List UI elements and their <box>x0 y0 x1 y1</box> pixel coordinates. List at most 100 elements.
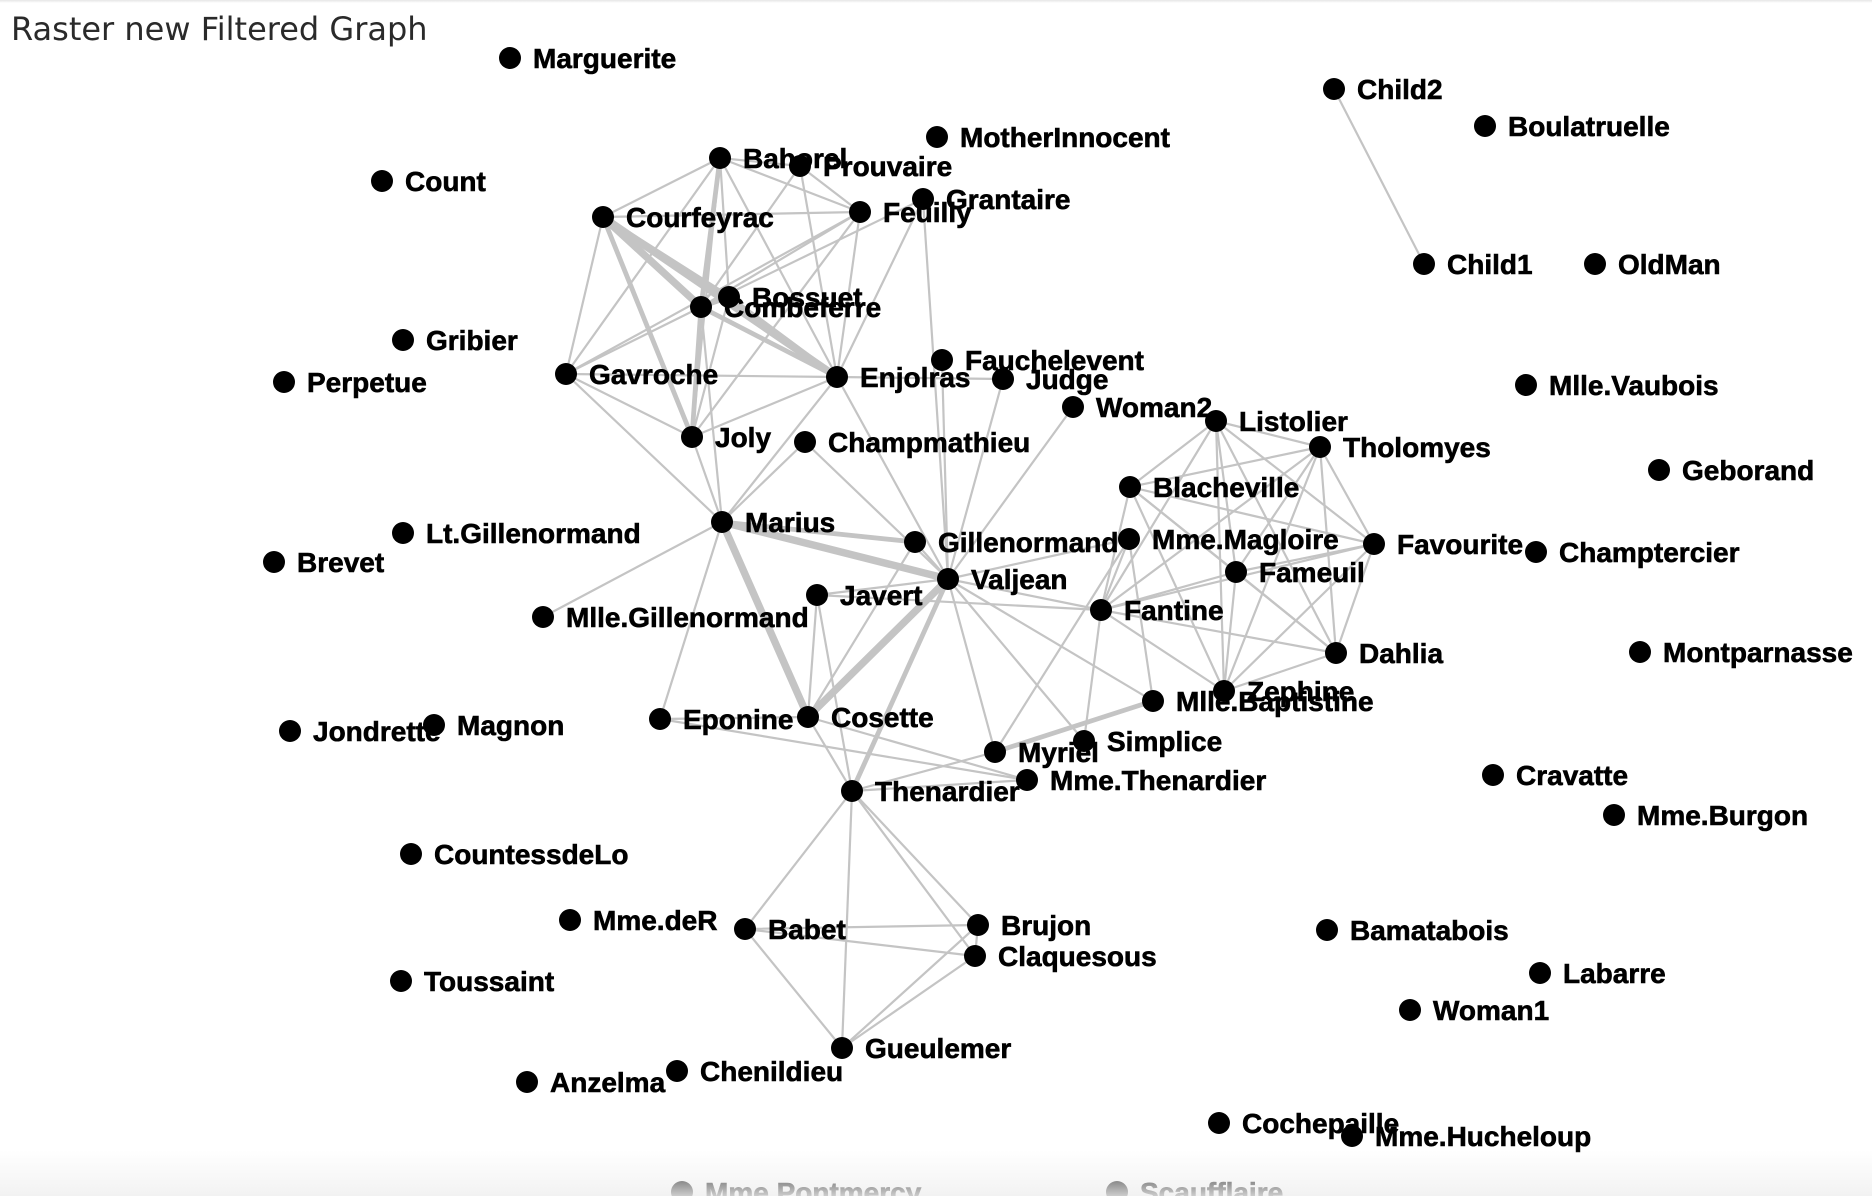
graph-node[interactable]: Mme.Burgon <box>1603 800 1808 831</box>
graph-node[interactable]: Simplice <box>1073 726 1222 757</box>
node-dot[interactable] <box>831 1037 853 1059</box>
node-dot[interactable] <box>671 1181 693 1196</box>
graph-node[interactable]: Bossuet <box>718 282 863 313</box>
node-dot[interactable] <box>1529 962 1551 984</box>
graph-node[interactable]: Scaufflaire <box>1106 1177 1283 1196</box>
graph-node[interactable]: Mlle.Gillenormand <box>532 602 809 633</box>
graph-node[interactable]: Thenardier <box>841 776 1020 807</box>
node-dot[interactable] <box>1142 690 1164 712</box>
graph-node[interactable]: Gavroche <box>555 359 718 390</box>
graph-node[interactable]: Jondrette <box>279 716 441 747</box>
node-dot[interactable] <box>273 371 295 393</box>
graph-node[interactable]: Marius <box>711 507 836 538</box>
node-dot[interactable] <box>1629 641 1651 663</box>
node-dot[interactable] <box>841 780 863 802</box>
graph-node[interactable]: Mlle.Baptistine <box>1142 686 1374 717</box>
graph-node[interactable]: Blacheville <box>1119 472 1300 503</box>
graph-node[interactable]: Mme.deR <box>559 905 718 936</box>
graph-node[interactable]: Woman2 <box>1062 392 1212 423</box>
graph-node[interactable]: Brujon <box>967 910 1092 941</box>
graph-node[interactable]: Mme.Thenardier <box>1016 765 1267 796</box>
graph-node[interactable]: Geborand <box>1648 455 1815 486</box>
node-dot[interactable] <box>1225 561 1247 583</box>
node-dot[interactable] <box>984 741 1006 763</box>
graph-node[interactable]: Brevet <box>263 547 384 578</box>
node-dot[interactable] <box>1482 764 1504 786</box>
node-dot[interactable] <box>1073 730 1095 752</box>
graph-node[interactable]: Combeferre <box>690 292 881 323</box>
graph-node[interactable]: Valjean <box>937 564 1068 595</box>
node-dot[interactable] <box>371 170 393 192</box>
node-dot[interactable] <box>1208 1112 1230 1134</box>
node-dot[interactable] <box>1525 541 1547 563</box>
node-dot[interactable] <box>499 47 521 69</box>
graph-node[interactable]: Prouvaire <box>789 151 952 182</box>
node-dot[interactable] <box>1515 374 1537 396</box>
graph-node[interactable]: Cravatte <box>1482 760 1628 791</box>
node-dot[interactable] <box>1213 680 1235 702</box>
node-dot[interactable] <box>649 708 671 730</box>
node-dot[interactable] <box>559 909 581 931</box>
node-dot[interactable] <box>1363 533 1385 555</box>
node-dot[interactable] <box>711 511 733 533</box>
node-dot[interactable] <box>532 606 554 628</box>
node-dot[interactable] <box>797 706 819 728</box>
graph-node[interactable]: Champmathieu <box>794 427 1031 458</box>
graph-node[interactable]: Marguerite <box>499 43 676 74</box>
graph-node[interactable]: Magnon <box>423 710 565 741</box>
graph-node[interactable]: Montparnasse <box>1629 637 1853 668</box>
node-dot[interactable] <box>1399 999 1421 1021</box>
graph-node[interactable]: Mme.Hucheloup <box>1341 1121 1592 1152</box>
node-dot[interactable] <box>555 363 577 385</box>
graph-node[interactable]: Claquesous <box>964 941 1157 972</box>
graph-node[interactable]: Myriel <box>984 737 1099 768</box>
graph-node[interactable]: Perpetue <box>273 367 427 398</box>
graph-node[interactable]: Lt.Gillenormand <box>392 518 641 549</box>
graph-node[interactable]: Grantaire <box>912 184 1071 215</box>
node-dot[interactable] <box>681 426 703 448</box>
node-dot[interactable] <box>964 945 986 967</box>
node-dot[interactable] <box>400 843 422 865</box>
graph-node[interactable]: Judge <box>992 364 1109 395</box>
node-dot[interactable] <box>1603 804 1625 826</box>
graph-node[interactable]: Cosette <box>797 702 934 733</box>
node-dot[interactable] <box>1323 78 1345 100</box>
graph-node[interactable]: Mme.Pontmercy <box>671 1177 922 1196</box>
node-dot[interactable] <box>806 584 828 606</box>
node-dot[interactable] <box>1648 459 1670 481</box>
graph-node[interactable]: Child2 <box>1323 74 1443 105</box>
node-dot[interactable] <box>794 431 816 453</box>
node-dot[interactable] <box>849 201 871 223</box>
graph-node[interactable]: Woman1 <box>1399 995 1549 1026</box>
node-dot[interactable] <box>263 551 285 573</box>
graph-node[interactable]: Gribier <box>392 325 518 356</box>
node-dot[interactable] <box>826 366 848 388</box>
node-dot[interactable] <box>931 349 953 371</box>
graph-node[interactable]: Favourite <box>1363 529 1523 560</box>
graph-node[interactable]: Mme.Magloire <box>1118 524 1339 555</box>
node-dot[interactable] <box>666 1060 688 1082</box>
graph-node[interactable]: Gillenormand <box>904 527 1119 558</box>
graph-node[interactable]: Child1 <box>1413 249 1533 280</box>
node-dot[interactable] <box>709 147 731 169</box>
graph-node[interactable]: Cochepaille <box>1208 1108 1399 1139</box>
graph-node[interactable]: Boulatruelle <box>1474 111 1670 142</box>
node-dot[interactable] <box>937 568 959 590</box>
node-dot[interactable] <box>1106 1181 1128 1196</box>
node-dot[interactable] <box>734 918 756 940</box>
graph-node[interactable]: Toussaint <box>390 966 554 997</box>
node-dot[interactable] <box>992 368 1014 390</box>
node-dot[interactable] <box>1316 919 1338 941</box>
graph-node[interactable]: OldMan <box>1584 249 1721 280</box>
node-dot[interactable] <box>279 720 301 742</box>
graph-node[interactable]: Anzelma <box>516 1067 666 1098</box>
graph-node[interactable]: Fauchelevent <box>931 345 1144 376</box>
node-dot[interactable] <box>912 188 934 210</box>
graph-node[interactable]: Champtercier <box>1525 537 1740 568</box>
node-dot[interactable] <box>1205 410 1227 432</box>
graph-node[interactable]: Count <box>371 166 486 197</box>
node-dot[interactable] <box>1325 642 1347 664</box>
graph-node[interactable]: Feuilly <box>849 197 972 228</box>
node-dot[interactable] <box>423 714 445 736</box>
node-dot[interactable] <box>392 522 414 544</box>
